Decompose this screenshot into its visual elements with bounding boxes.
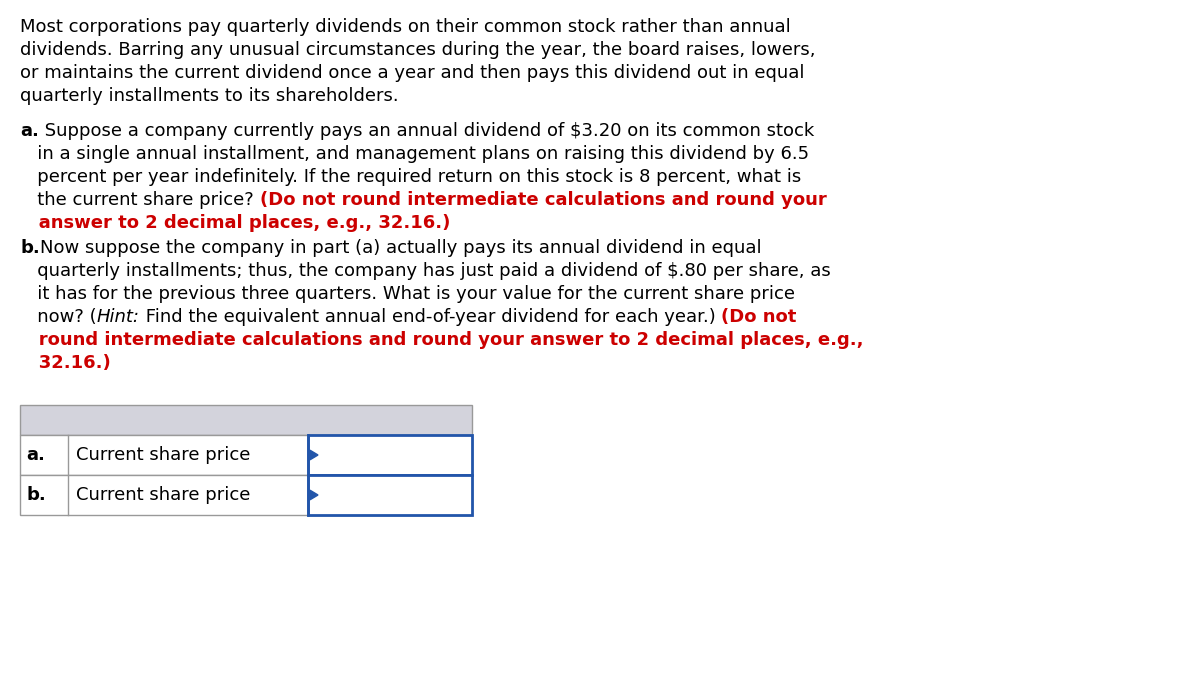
Text: 32.16.): 32.16.) (20, 354, 110, 372)
Text: it has for the previous three quarters. What is your value for the current share: it has for the previous three quarters. … (20, 285, 796, 303)
Bar (20, 435, 472, 475)
Text: a.: a. (26, 446, 44, 464)
Text: percent per year indefinitely. If the required return on this stock is 8 percent: percent per year indefinitely. If the re… (20, 168, 802, 186)
Text: answer to 2 decimal places, e.g., 32.16.): answer to 2 decimal places, e.g., 32.16.… (20, 214, 450, 232)
Text: (Do not: (Do not (721, 308, 797, 326)
Text: Current share price: Current share price (76, 446, 251, 464)
Polygon shape (310, 490, 318, 500)
Text: Suppose a company currently pays an annual dividend of $3.20 on its common stock: Suppose a company currently pays an annu… (38, 122, 814, 140)
Text: Hint:: Hint: (97, 308, 139, 326)
Text: the current share price?: the current share price? (20, 191, 259, 209)
Bar (308, 435, 472, 475)
Bar (308, 475, 472, 515)
Bar (20, 405, 472, 435)
Text: (Do not round intermediate calculations and round your: (Do not round intermediate calculations … (259, 191, 827, 209)
Text: in a single annual installment, and management plans on raising this dividend by: in a single annual installment, and mana… (20, 145, 809, 163)
Text: a.: a. (20, 122, 38, 140)
Text: b.: b. (20, 239, 40, 257)
Polygon shape (310, 450, 318, 460)
Text: Now suppose the company in part (a) actually pays its annual dividend in equal: Now suppose the company in part (a) actu… (40, 239, 761, 257)
Text: Current share price: Current share price (76, 486, 251, 504)
Text: or maintains the current dividend once a year and then pays this dividend out in: or maintains the current dividend once a… (20, 64, 804, 82)
Text: quarterly installments; thus, the company has just paid a dividend of $.80 per s: quarterly installments; thus, the compan… (20, 262, 830, 280)
Text: round intermediate calculations and round your answer to 2 decimal places, e.g.,: round intermediate calculations and roun… (20, 331, 864, 349)
Text: Most corporations pay quarterly dividends on their common stock rather than annu: Most corporations pay quarterly dividend… (20, 18, 791, 36)
Bar (20, 475, 472, 515)
Text: now? (: now? ( (20, 308, 97, 326)
Text: dividends. Barring any unusual circumstances during the year, the board raises, : dividends. Barring any unusual circumsta… (20, 41, 816, 59)
Text: Find the equivalent annual end-of-year dividend for each year.): Find the equivalent annual end-of-year d… (139, 308, 721, 326)
Text: b.: b. (26, 486, 46, 504)
Text: quarterly installments to its shareholders.: quarterly installments to its shareholde… (20, 87, 398, 105)
